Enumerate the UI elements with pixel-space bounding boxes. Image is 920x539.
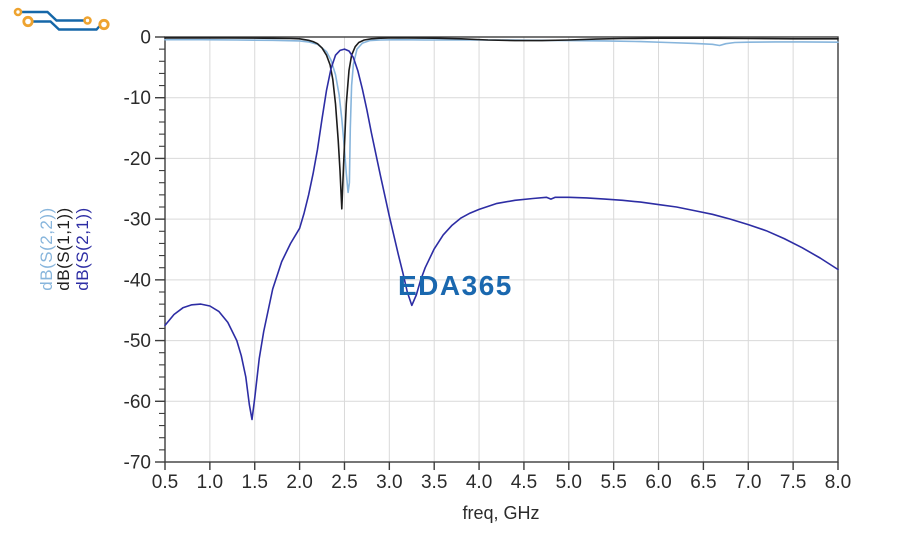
y-axis-series-label-s21: dB(S(2,1))	[73, 207, 92, 291]
x-tick-label: 5.0	[556, 472, 582, 493]
x-tick-label: 6.5	[690, 472, 716, 493]
pcb-trace-icon	[32, 20, 102, 31]
plot-border	[164, 36, 839, 463]
y-tick-label: -50	[124, 331, 151, 352]
y-tick-label: -60	[124, 392, 151, 413]
curve-dB(S(2,1))	[164, 48, 839, 421]
pcb-pad-icon	[13, 7, 23, 17]
x-tick-label: 3.5	[421, 472, 447, 493]
curve-dB(S(2,2))	[164, 38, 839, 194]
x-axis-title: freq, GHz	[462, 503, 540, 523]
x-tick-label: 0.5	[152, 472, 178, 493]
x-tick-label: 4.5	[511, 472, 537, 493]
x-tick-label: 6.0	[645, 472, 671, 493]
y-tick-label: -20	[124, 149, 151, 170]
eda365-wordmark: EDA365	[398, 270, 513, 301]
y-tick-label: 0	[140, 28, 151, 49]
x-tick-label: 2.5	[331, 472, 357, 493]
y-tick-label: -70	[124, 453, 151, 474]
pcb-pad-icon	[98, 18, 110, 31]
y-tick-label: -30	[124, 210, 151, 231]
x-tick-label: 1.5	[242, 472, 268, 493]
eda365-logo-traces	[13, 7, 110, 31]
pcb-pad-icon	[83, 16, 92, 25]
y-axis-series-label-s11: dB(S(1,1))	[54, 207, 73, 291]
x-tick-label: 7.5	[780, 472, 806, 493]
x-tick-label: 7.0	[735, 472, 761, 493]
x-tick-label: 2.0	[286, 472, 312, 493]
x-tick-label: 1.0	[197, 472, 223, 493]
x-tick-label: 5.5	[600, 472, 626, 493]
curve-dB(S(1,1))	[164, 37, 839, 210]
x-tick-label: 8.0	[825, 472, 851, 493]
y-tick-label: -40	[124, 270, 151, 291]
x-tick-label: 3.0	[376, 472, 402, 493]
pcb-pad-icon	[22, 15, 34, 28]
pcb-trace-icon	[21, 10, 84, 22]
y-tick-label: -10	[124, 88, 151, 109]
x-tick-label: 4.0	[466, 472, 492, 493]
